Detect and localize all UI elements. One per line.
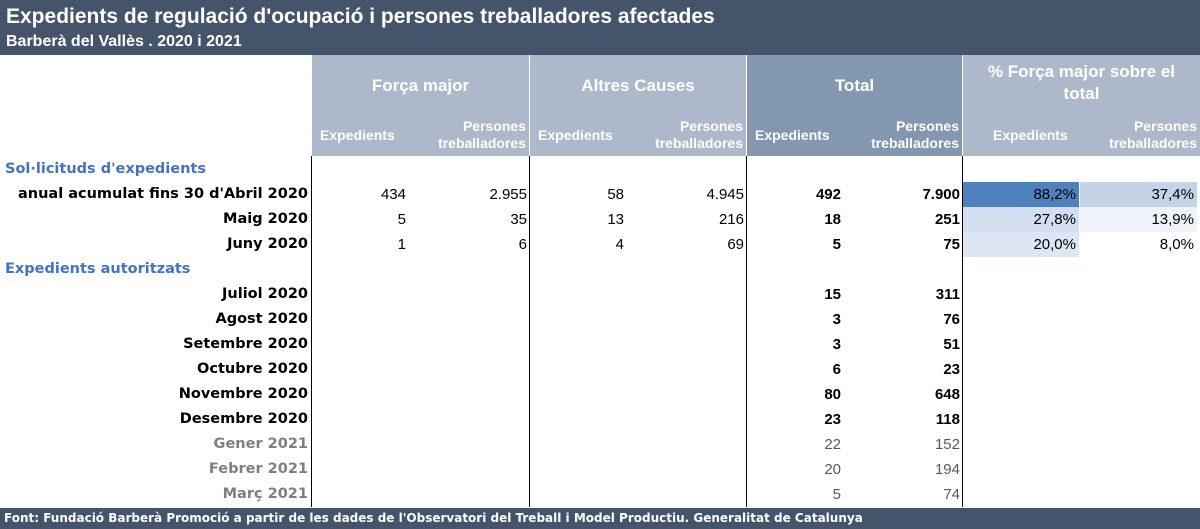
table-row: Setembre 2020 3 51 [0,332,1200,357]
cell-fm-pers: 6 [518,236,527,253]
row-label: Juny 2020 [227,236,308,252]
header-group-label: Total [834,76,875,95]
header-group-label: Altres Causes [581,76,695,95]
table-row: Octubre 2020 6 23 [0,357,1200,382]
cell-tot-exp: 80 [824,386,841,403]
cell-pct-exp: 88,2% [963,182,1079,207]
header-sub-expedients: Expedients [320,127,395,143]
header-sub-expedients: Expedients [755,127,830,143]
cell-tot-exp: 18 [824,211,841,228]
row-label: Maig 2020 [223,211,308,227]
column-border [311,156,312,507]
row-label: Octubre 2020 [197,361,308,377]
cell-tot-pers: 51 [943,336,960,353]
cell-fm-exp: 1 [397,236,406,253]
header-forca-major: Força major Expedients Persones treballad… [312,55,529,156]
cell-ac-pers: 4.945 [706,186,744,203]
cell-fm-exp: 434 [380,186,406,203]
header-sub-expedients: Expedients [993,127,1068,143]
header-sub-persones: Persones treballadores [871,118,959,151]
cell-fm-exp: 5 [397,211,406,228]
row-label: Agost 2020 [215,311,308,327]
table-row: Juliol 2020 15 311 [0,282,1200,307]
column-border [746,156,747,507]
cell-tot-pers: 74 [943,486,960,503]
page-subtitle: Barberà del Vallès . 2020 i 2021 [6,33,242,50]
header-sub-persones: Persones treballadores [655,118,743,151]
table-row: Novembre 2020 80 648 [0,382,1200,407]
cell-tot-exp: 23 [824,411,841,428]
cell-tot-exp: 20 [824,461,841,478]
cell-tot-pers: 75 [943,236,960,253]
cell-pct-exp: 27,8% [963,207,1079,232]
cell-ac-pers: 216 [718,211,744,228]
header-sub-persones: Persones treballadores [1109,118,1197,151]
table-row: Maig 2020 5 35 13 216 18 251 27,8% 13,9% [0,207,1200,232]
cell-tot-exp: 5 [832,236,841,253]
cell-fm-pers: 2.955 [489,186,527,203]
cell-tot-pers: 152 [934,436,960,453]
row-label: Juliol 2020 [222,286,308,302]
cell-pct-pers: 8,0% [1080,232,1197,257]
row-label: Març 2021 [222,486,308,502]
table-row: Agost 2020 3 76 [0,307,1200,332]
header-group-label: % Força major sobre el total [987,62,1176,103]
cell-fm-pers: 35 [510,211,527,228]
table-row: Desembre 2020 23 118 [0,407,1200,432]
column-border [529,156,530,507]
cell-tot-exp: 3 [832,311,841,328]
row-label: anual acumulat fins 30 d'Abril 2020 [18,186,308,202]
row-label: Novembre 2020 [178,386,308,402]
cell-ac-pers: 69 [727,236,744,253]
header-sub-expedients: Expedients [538,127,613,143]
cell-pct-pers: 37,4% [1080,182,1197,207]
cell-tot-exp: 22 [824,436,841,453]
cell-ac-exp: 4 [615,236,624,253]
cell-tot-exp: 3 [832,336,841,353]
table-row: anual acumulat fins 30 d'Abril 2020 434 … [0,182,1200,207]
row-label: Febrer 2021 [208,461,308,477]
section-sollicituds: Sol·licituds d'expedients [5,161,206,177]
source-footer: Font: Fundació Barberà Promoció a partir… [0,508,1200,529]
cell-pct-exp: 20,0% [963,232,1079,257]
header-sub-persones: Persones treballadores [438,118,526,151]
cell-tot-pers: 7.900 [922,186,960,203]
header-group-label: Força major [371,76,470,95]
cell-tot-exp: 492 [815,186,841,203]
table-row: Gener 2021 22 152 [0,432,1200,457]
table-row: Març 2021 5 74 [0,482,1200,507]
page-title: Expedients de regulació d'ocupació i per… [6,5,715,28]
cell-tot-pers: 648 [934,386,960,403]
header-pct-forca-major: % Força major sobre el total Expedients … [963,55,1200,156]
table-row: Febrer 2021 20 194 [0,457,1200,482]
cell-tot-exp: 15 [824,286,841,303]
table-row: Juny 2020 1 6 4 69 5 75 20,0% 8,0% [0,232,1200,257]
cell-tot-pers: 311 [935,286,960,303]
cell-tot-pers: 118 [935,411,960,428]
cell-tot-exp: 6 [832,361,841,378]
section-autoritzats: Expedients autoritzats [5,261,191,277]
row-label: Desembre 2020 [179,411,308,427]
cell-pct-pers: 13,9% [1080,207,1197,232]
cell-tot-exp: 5 [832,486,841,503]
row-label: Setembre 2020 [183,336,308,352]
cell-tot-pers: 194 [934,461,960,478]
cell-tot-pers: 76 [943,311,960,328]
cell-ac-exp: 58 [607,186,624,203]
header-total: Total Expedients Persones treballadores [747,55,962,156]
header-altres-causes: Altres Causes Expedients Persones treball… [530,55,746,156]
title-bar: Expedients de regulació d'ocupació i per… [0,0,1200,55]
cell-tot-pers: 251 [934,211,960,228]
row-label: Gener 2021 [213,436,308,452]
column-border [962,156,963,507]
cell-tot-pers: 23 [943,361,960,378]
cell-ac-exp: 13 [607,211,624,228]
